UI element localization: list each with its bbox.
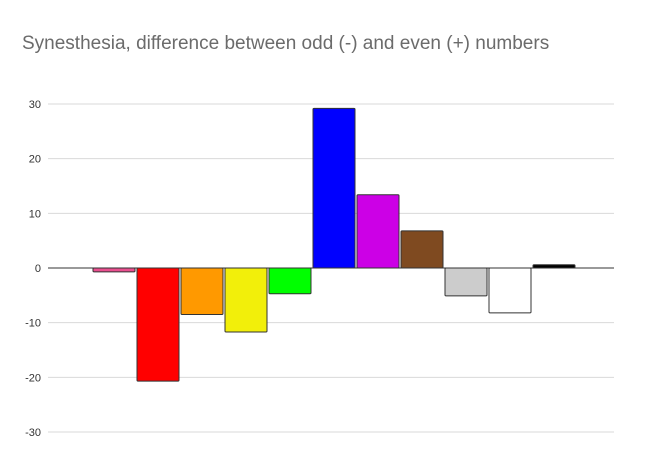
- y-tick-label: -20: [25, 372, 41, 384]
- bar-gray: [444, 267, 488, 297]
- y-tick-label: 20: [29, 154, 41, 166]
- y-tick-label: -10: [25, 318, 41, 330]
- y-tick-label: -30: [25, 427, 41, 439]
- y-tick-label: 30: [29, 99, 41, 111]
- bar-green: [268, 267, 312, 295]
- bar-purple: [356, 194, 400, 269]
- y-tick-label: 10: [29, 208, 41, 220]
- y-axis-tick-labels: 30 20 10 0 -10 -20 -30: [25, 99, 41, 439]
- bar-red: [136, 267, 180, 382]
- bar-yellow: [224, 267, 268, 333]
- y-tick-label: 0: [35, 263, 41, 275]
- chart-title: Synesthesia, difference between odd (-) …: [22, 33, 550, 54]
- bar-blue: [312, 107, 356, 269]
- bar-black: [532, 264, 576, 269]
- bar-orange: [180, 267, 224, 315]
- bar-pink: [92, 267, 136, 273]
- bars: [92, 107, 576, 382]
- bar-brown: [400, 230, 444, 269]
- bar-white: [488, 267, 532, 314]
